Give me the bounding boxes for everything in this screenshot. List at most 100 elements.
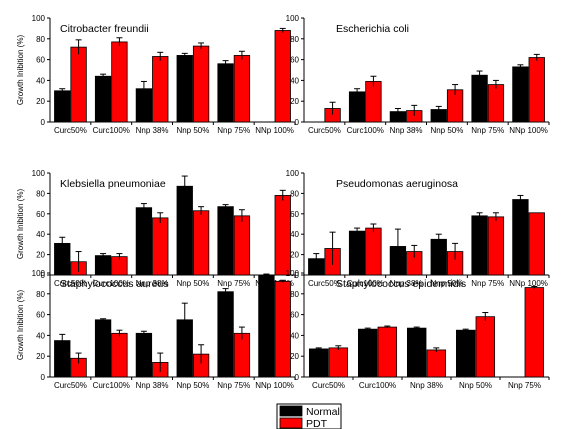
x-tick-label: Nnp 75% [471, 126, 504, 135]
bar-normal [348, 230, 366, 276]
bar-normal [135, 332, 153, 378]
x-tick-label: Curc50% [308, 126, 341, 135]
x-tick-label: Nnp 75% [471, 279, 504, 288]
y-tick-label: 60 [36, 311, 45, 320]
bar-normal [512, 199, 529, 276]
bar-normal [54, 90, 71, 123]
y-tick-label: 40 [36, 76, 45, 85]
y-tick-label: 20 [290, 352, 299, 361]
x-tick-label: NNp 100% [255, 126, 294, 135]
y-tick-label: 40 [36, 230, 45, 239]
y-tick-label: 60 [36, 56, 45, 65]
bar-normal [406, 327, 427, 378]
bar-pdt [365, 81, 382, 123]
bar-normal [258, 274, 275, 378]
bar-pdt [152, 217, 169, 276]
y-tick-label: 20 [290, 251, 299, 260]
bar-pdt [70, 46, 87, 123]
x-tick-label: Nnp 50% [430, 279, 463, 288]
x-tick-label: Nnp 38% [410, 381, 443, 390]
y-tick-label: 60 [290, 311, 299, 320]
y-tick-label: 0 [41, 118, 46, 127]
bar-normal [471, 74, 488, 123]
x-tick-label: Curc50% [312, 381, 345, 390]
y-tick-label: 100 [286, 169, 300, 178]
y-tick-label: 40 [290, 230, 299, 239]
y-axis-label: Growth Inibition (%) [16, 35, 25, 106]
x-tick-label: Curc100% [347, 126, 384, 135]
bar-pdt [487, 84, 505, 123]
chart-panel-1: 0 20 40 60 80 100 Growth Inibition (%) Citrobac… [16, 14, 296, 135]
legend-label-normal: Normal [306, 406, 340, 418]
bar-normal [176, 185, 193, 276]
bar-normal [94, 319, 112, 378]
bar-pdt [192, 45, 210, 123]
bar-pdt [233, 215, 251, 276]
y-tick-label: 0 [295, 118, 300, 127]
x-tick-label: Curc100% [93, 381, 130, 390]
y-tick-label: 20 [36, 97, 45, 106]
bar-normal [308, 348, 329, 378]
y-tick-label: 40 [290, 76, 299, 85]
bar-normal [217, 206, 234, 276]
bar-normal [94, 255, 112, 276]
panel-title: Pseudomonas aeruginosa [336, 178, 458, 190]
y-tick-label: 20 [290, 97, 299, 106]
chart-panel-3: 0 20 40 60 80 100 Growth Inibition (%) Klebsiel… [16, 169, 296, 288]
bar-pdt [377, 326, 398, 378]
x-tick-label: NNp 100% [509, 279, 548, 288]
bar-pdt [274, 30, 291, 123]
x-tick-label: Nnp 38% [390, 279, 423, 288]
y-axis-label: Growth Inibition (%) [16, 189, 25, 260]
panel-title: Klebsiella pneumoniae [60, 178, 166, 190]
chart-panel-5: 0 20 40 60 80 100 Growth Inibition (%) Staphylo… [16, 269, 296, 390]
x-tick-label: Curc100% [93, 279, 130, 288]
bar-pdt [528, 57, 545, 123]
x-tick-label: Curc100% [93, 126, 130, 135]
x-tick-label: Curc50% [308, 279, 341, 288]
y-tick-label: 80 [290, 35, 299, 44]
x-tick-label: Curc50% [54, 126, 87, 135]
y-axis-label: Growth Inibition (%) [16, 290, 25, 361]
y-tick-label: 80 [290, 189, 299, 198]
chart-panel-4: 0 20 40 60 80 100 Pseudomonas aeruginosa Curc50… [286, 169, 550, 288]
y-tick-label: 40 [290, 331, 299, 340]
bar-pdt [233, 55, 251, 123]
x-tick-label: Nnp 38% [136, 381, 169, 390]
y-tick-label: 60 [36, 210, 45, 219]
bar-pdt [111, 41, 128, 123]
x-tick-label: Nnp 38% [136, 126, 169, 135]
legend-swatch-normal [279, 405, 303, 417]
y-tick-label: 20 [36, 352, 45, 361]
bar-pdt [274, 280, 291, 378]
bar-normal [348, 91, 366, 123]
bar-pdt [528, 212, 545, 276]
bar-pdt [192, 210, 210, 276]
panel-title: Staphylococcus aureus [60, 278, 169, 290]
x-tick-label: Nnp 50% [176, 381, 209, 390]
x-tick-label: Nnp 50% [430, 126, 463, 135]
x-tick-label: Nnp 38% [390, 126, 423, 135]
y-tick-label: 100 [32, 269, 46, 278]
panel-title: Citrobacter freundii [60, 23, 149, 35]
x-tick-label: Nnp 75% [217, 381, 250, 390]
x-tick-label: Nnp 50% [459, 381, 492, 390]
x-tick-label: Curc100% [359, 381, 396, 390]
y-tick-label: 100 [32, 14, 46, 23]
bar-pdt [365, 227, 382, 276]
bar-pdt [233, 332, 251, 378]
x-tick-label: Nnp 75% [508, 381, 541, 390]
panel-title: Staphylococcus epidermidis [336, 278, 466, 290]
bar-normal [94, 75, 112, 123]
y-tick-label: 60 [290, 56, 299, 65]
y-tick-label: 0 [41, 373, 46, 382]
x-tick-label: Curc100% [347, 279, 384, 288]
bar-normal [430, 238, 447, 276]
panel-title: Escherichia coli [336, 23, 409, 35]
legend-label-pdt: PDT [306, 418, 328, 429]
x-tick-label: Nnp 75% [217, 126, 250, 135]
chart-panel-2: 0 20 40 60 80 100 Escherichia coli Curc50% Curc1… [286, 14, 550, 135]
bar-pdt [524, 287, 545, 378]
x-tick-label: NNp 100% [255, 381, 294, 390]
